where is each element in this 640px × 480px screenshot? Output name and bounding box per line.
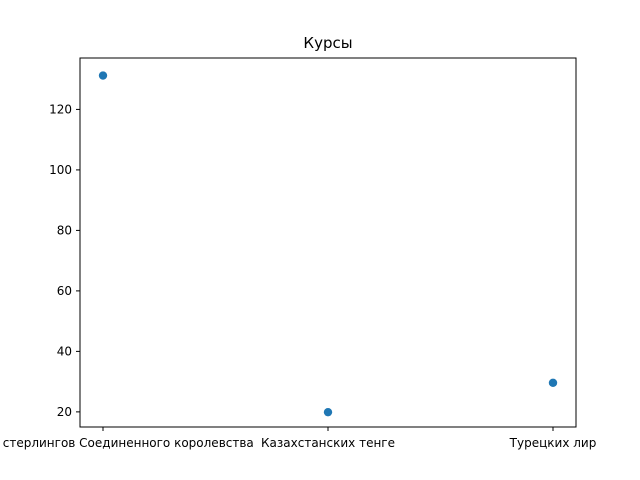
data-point bbox=[323, 407, 333, 417]
data-point bbox=[548, 378, 558, 388]
x-axis: Фунтов стерлингов Соединенного королевст… bbox=[0, 427, 596, 450]
data-point bbox=[98, 71, 108, 80]
y-tick-label: 60 bbox=[57, 284, 72, 298]
y-tick-label: 120 bbox=[49, 102, 72, 116]
x-tick-label: Фунтов стерлингов Соединенного королевст… bbox=[0, 436, 254, 450]
plot-frame bbox=[79, 57, 577, 428]
y-tick-label: 100 bbox=[49, 163, 72, 177]
x-tick-label: Турецких лир bbox=[509, 436, 597, 450]
x-tick-label: Казахстанских тенге bbox=[261, 436, 395, 450]
chart-title: Курсы bbox=[303, 34, 352, 52]
data-points bbox=[98, 71, 558, 417]
y-tick-label: 40 bbox=[57, 344, 72, 358]
y-axis: 20 40 60 80 100 120 bbox=[49, 102, 80, 419]
y-tick-label: 20 bbox=[57, 405, 72, 419]
y-tick-label: 80 bbox=[57, 223, 72, 237]
